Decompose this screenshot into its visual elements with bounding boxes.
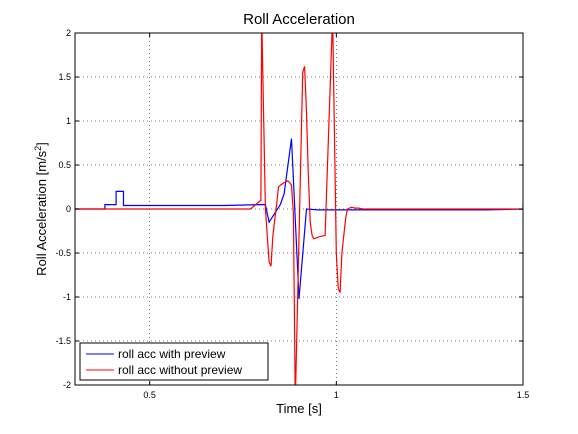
plot-series (75, 33, 523, 385)
y-axis-label-superscript: 2 (33, 146, 43, 151)
series-line-without-preview (75, 33, 523, 385)
legend: roll acc with preview roll acc without p… (79, 342, 269, 381)
y-tick-label: -1 (63, 292, 71, 302)
y-tick-label: 2 (66, 28, 71, 38)
axis-ticks: 0.5 1 1.5 -2 -1.5 -1 -0.5 0 0.5 1 1.5 2 (55, 28, 529, 400)
y-axis-label: Roll Acceleration [m/s2] (33, 142, 49, 276)
x-tick-label: 1.5 (517, 390, 530, 400)
y-tick-label: -2 (63, 380, 71, 390)
legend-label-with-preview: roll acc with preview (118, 347, 226, 361)
legend-label-without-preview: roll acc without preview (118, 363, 242, 377)
y-tick-label: 1 (66, 116, 71, 126)
y-axis-label-main: Roll Acceleration [m/s (34, 150, 49, 275)
x-tick-label: 0.5 (143, 390, 156, 400)
legend-box (79, 342, 269, 381)
x-axis-label: Time [s] (276, 401, 322, 416)
series-line-with-preview (75, 138, 523, 299)
y-tick-label: 0.5 (58, 160, 71, 170)
chart-title: Roll Acceleration (243, 11, 355, 28)
y-tick-label: -0.5 (55, 248, 71, 258)
y-tick-label: 0 (66, 204, 71, 214)
x-tick-label: 1 (334, 390, 339, 400)
y-axis-label-end: ] (34, 142, 49, 146)
y-tick-label: 1.5 (58, 72, 71, 82)
y-tick-label: -1.5 (55, 336, 71, 346)
